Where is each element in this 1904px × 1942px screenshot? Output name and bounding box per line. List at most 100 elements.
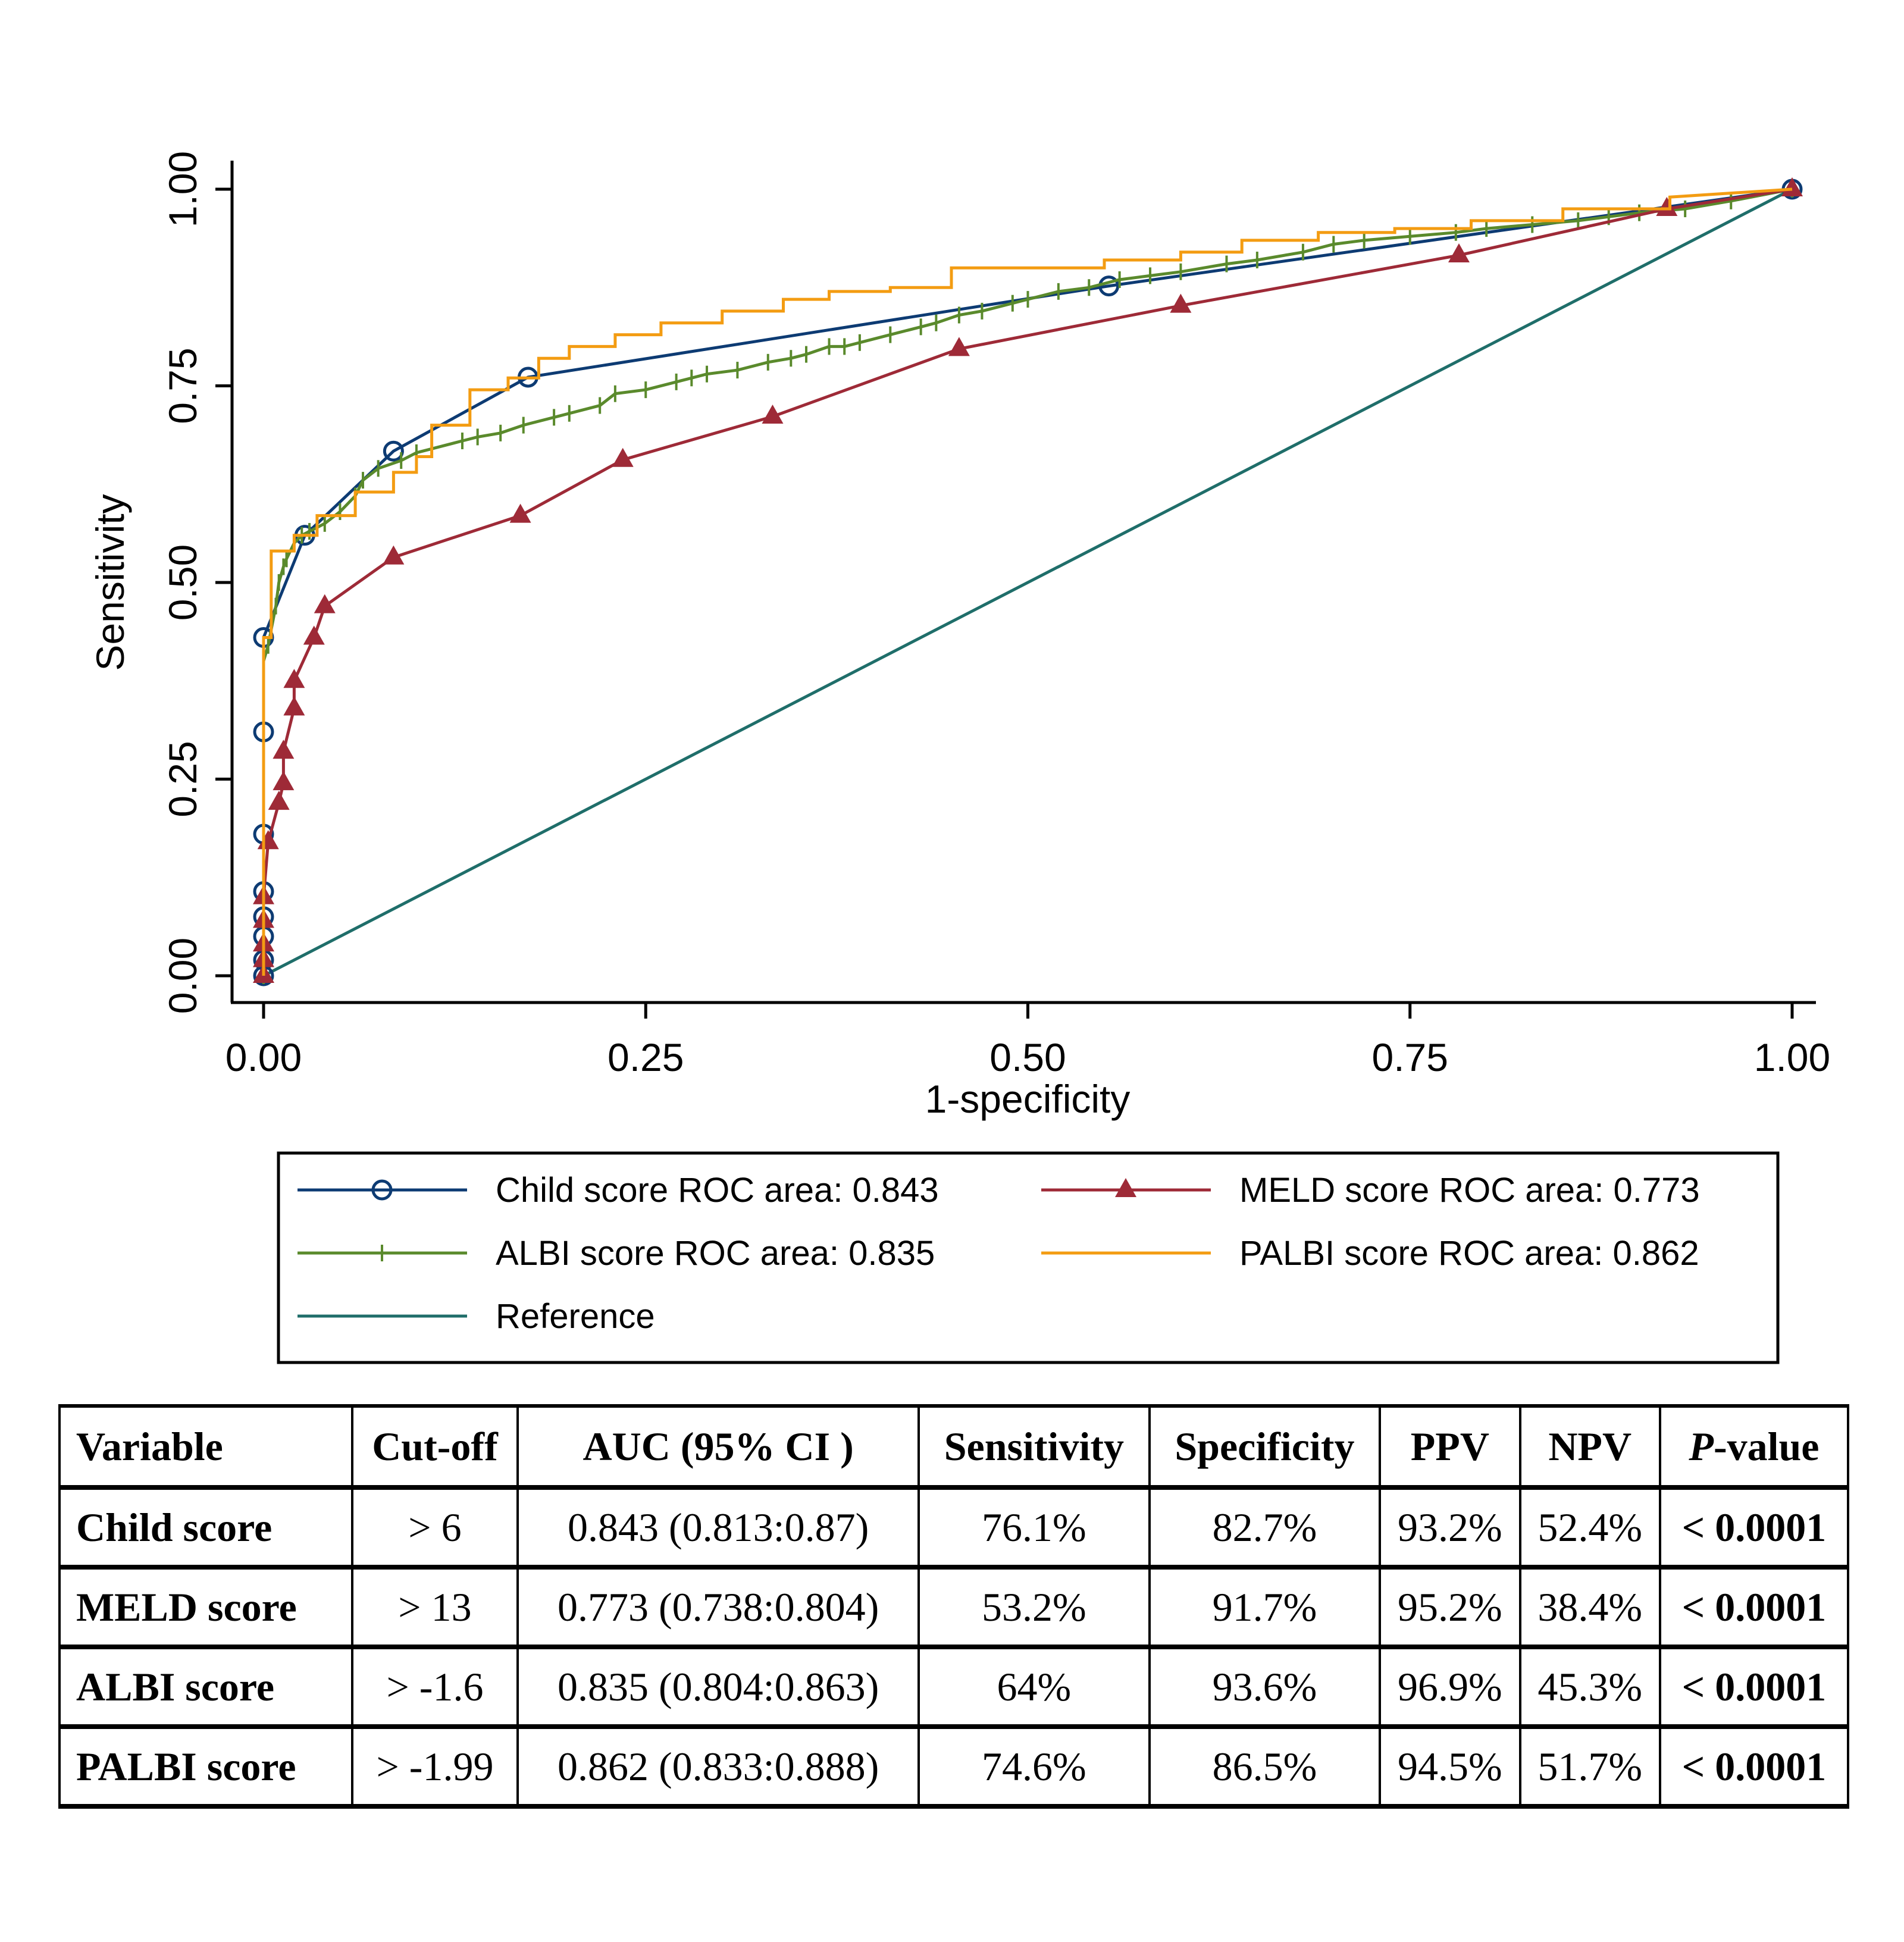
meld-point	[273, 740, 295, 759]
cell-auc: 0.862 (0.833:0.888)	[516, 1724, 920, 1809]
table-row: MELD score > 13 0.773 (0.738:0.804) 53.2…	[58, 1565, 1850, 1649]
meld-point	[314, 594, 336, 613]
legend-item: MELD score ROC area: 0.773	[1041, 1171, 1700, 1210]
palbi-line	[262, 187, 1793, 976]
legend-label: Child score ROC area: 0.843	[496, 1171, 939, 1210]
header-npv: NPV	[1518, 1404, 1661, 1490]
meld-point	[283, 696, 305, 716]
x-tick-label: 0.50	[989, 1035, 1066, 1079]
header-p-suffix: -value	[1713, 1423, 1820, 1469]
y-tick-label: 0.00	[161, 938, 205, 1014]
cell-cutoff: > 6	[350, 1485, 519, 1570]
legend: Child score ROC area: 0.843 MELD score RO…	[277, 1151, 1780, 1364]
meld-point	[257, 830, 279, 850]
legend-item: Reference	[298, 1297, 655, 1336]
cell-cutoff: > -1.6	[350, 1645, 519, 1729]
reference-line	[262, 187, 1793, 978]
cell-auc: 0.835 (0.804:0.863)	[516, 1645, 920, 1729]
legend-item: ALBI score ROC area: 0.835	[298, 1234, 935, 1273]
header-auc: AUC (95% CI )	[516, 1404, 920, 1490]
x-tick-label: 0.25	[607, 1035, 684, 1079]
cell-variable: PALBI score	[58, 1724, 353, 1809]
meld-point	[273, 771, 295, 791]
meld-point	[1656, 197, 1678, 217]
series-reference	[262, 187, 1793, 978]
cell-p-value: < 0.0001	[1658, 1645, 1850, 1729]
x-tick-label: 1.00	[1754, 1035, 1830, 1079]
cell-ppv: 94.5%	[1379, 1724, 1521, 1809]
x-tick-label: 0.75	[1372, 1035, 1448, 1079]
cell-sensitivity: 53.2%	[917, 1565, 1151, 1649]
legend-label: ALBI score ROC area: 0.835	[496, 1234, 935, 1273]
legend-marker	[1115, 1178, 1136, 1197]
meld-point	[268, 791, 290, 810]
meld-point	[948, 337, 970, 356]
legend-item: PALBI score ROC area: 0.862	[1041, 1234, 1699, 1273]
header-specificity: Specificity	[1148, 1404, 1382, 1490]
legend-label: MELD score ROC area: 0.773	[1239, 1171, 1700, 1210]
meld-point	[1781, 177, 1803, 196]
header-cutoff: Cut-off	[350, 1404, 519, 1490]
y-tick-label: 0.25	[161, 741, 205, 817]
legend-item: Child score ROC area: 0.843	[298, 1171, 939, 1210]
cell-variable: Child score	[58, 1485, 353, 1570]
meld-point	[283, 669, 305, 688]
cell-cutoff: > 13	[350, 1565, 519, 1649]
table-row: ALBI score > -1.6 0.835 (0.804:0.863) 64…	[58, 1645, 1850, 1729]
cell-sensitivity: 76.1%	[917, 1485, 1151, 1570]
cell-cutoff: > -1.99	[350, 1724, 519, 1809]
meld-point	[1448, 243, 1470, 263]
x-tick-label: 0.00	[226, 1035, 302, 1079]
cell-ppv: 96.9%	[1379, 1645, 1521, 1729]
table-header-row: Variable Cut-off AUC (95% CI ) Sensitivi…	[58, 1404, 1850, 1490]
y-axis-title: Sensitivity	[88, 494, 132, 671]
cell-p-value: < 0.0001	[1658, 1565, 1850, 1649]
stats-table: Variable Cut-off AUC (95% CI ) Sensitivi…	[58, 1404, 1850, 1809]
legend-label: PALBI score ROC area: 0.862	[1239, 1234, 1699, 1273]
cell-sensitivity: 74.6%	[917, 1724, 1151, 1809]
y-tick-label: 0.50	[161, 544, 205, 621]
table-row: Child score > 6 0.843 (0.813:0.87) 76.1%…	[58, 1485, 1850, 1570]
cell-sensitivity: 64%	[917, 1645, 1151, 1729]
cell-p-value: < 0.0001	[1658, 1724, 1850, 1809]
y-tick-label: 0.75	[161, 347, 205, 424]
series-layer	[253, 177, 1803, 986]
cell-npv: 51.7%	[1518, 1724, 1661, 1809]
x-axis-title: 1-specificity	[925, 1077, 1130, 1121]
cell-variable: MELD score	[58, 1565, 353, 1649]
cell-p-value: < 0.0001	[1658, 1485, 1850, 1570]
meld-point	[612, 447, 634, 467]
cell-ppv: 93.2%	[1379, 1485, 1521, 1570]
cell-specificity: 86.5%	[1148, 1724, 1382, 1809]
cell-npv: 38.4%	[1518, 1565, 1661, 1649]
meld-point	[383, 545, 405, 565]
cell-specificity: 82.7%	[1148, 1485, 1382, 1570]
cell-variable: ALBI score	[58, 1645, 353, 1729]
header-ppv: PPV	[1379, 1404, 1521, 1490]
cell-specificity: 93.6%	[1148, 1645, 1382, 1729]
legend-box	[277, 1151, 1780, 1364]
axes	[230, 161, 1816, 1004]
ticks: 0.00 0.25 0.50 0.75 1.00 0.00 0.25 0.50 0.75 1.00	[161, 151, 1830, 1079]
header-variable: Variable	[58, 1404, 353, 1490]
cell-auc: 0.843 (0.813:0.87)	[516, 1485, 920, 1570]
child-point	[383, 440, 404, 462]
cell-specificity: 91.7%	[1148, 1565, 1382, 1649]
legend-label: Reference	[496, 1297, 655, 1336]
meld-point	[303, 625, 325, 645]
cell-npv: 45.3%	[1518, 1645, 1661, 1729]
meld-point	[509, 503, 531, 523]
cell-npv: 52.4%	[1518, 1485, 1661, 1570]
cell-auc: 0.773 (0.738:0.804)	[516, 1565, 920, 1649]
meld-point	[762, 405, 784, 424]
header-sensitivity: Sensitivity	[917, 1404, 1151, 1490]
series-palbi	[262, 187, 1793, 976]
roc-chart: 0.00 0.25 0.50 0.75 1.00 0.00 0.25 0.50 0.75 1.00…	[88, 151, 1830, 1364]
y-tick-label: 1.00	[161, 151, 205, 227]
table-row: PALBI score > -1.99 0.862 (0.833:0.888) …	[58, 1724, 1850, 1809]
cell-ppv: 95.2%	[1379, 1565, 1521, 1649]
legend-marker	[371, 1179, 393, 1201]
header-p-value: P-value	[1658, 1404, 1850, 1490]
meld-point	[1170, 293, 1192, 313]
header-p-italic: P	[1689, 1423, 1714, 1469]
